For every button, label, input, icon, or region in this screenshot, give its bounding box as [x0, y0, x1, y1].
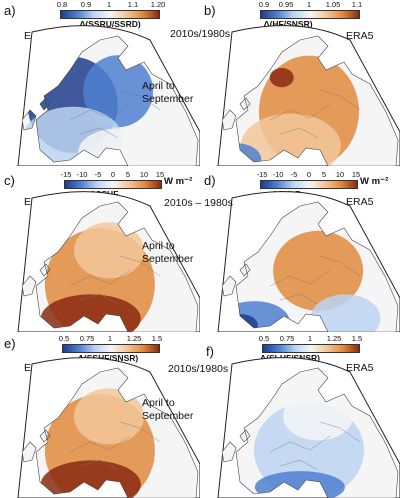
coastline	[21, 35, 199, 166]
coastline	[21, 201, 199, 332]
variable-title: Δ(SSRU/SSRD)	[79, 19, 141, 29]
source-label: ERA5	[346, 30, 374, 42]
country-borders	[69, 255, 161, 305]
coastline	[221, 35, 399, 166]
field-blob	[74, 222, 144, 279]
field-blob	[283, 392, 354, 441]
colorbar	[60, 10, 160, 19]
map-c	[17, 191, 200, 332]
panel-label: c)	[4, 173, 15, 188]
field-blob	[83, 55, 154, 128]
field-blob	[273, 230, 364, 311]
field-blob	[269, 68, 294, 88]
colorbar	[260, 180, 358, 189]
country-borders	[269, 421, 361, 471]
variable-title: Δ(SSHF/SNSR)	[77, 353, 139, 363]
country-borders	[269, 89, 361, 139]
coastline	[221, 367, 399, 498]
colorbar	[64, 180, 162, 189]
variable-title: Δ(HF/SNSR)	[263, 19, 313, 29]
period-note-middle: 2010s – 1980s	[164, 197, 233, 209]
unit-label: W m⁻²	[164, 176, 193, 187]
map-b	[217, 25, 400, 166]
colorbar	[260, 10, 360, 19]
season-note-bottom: April to September	[142, 397, 194, 422]
panel-b: b) 0.9 0.95 1 1.05 1.1 Δ(HF/SNSR) ERA5	[200, 0, 400, 166]
coastline	[21, 367, 199, 498]
field-blob	[310, 294, 381, 332]
source-label: ERA5	[346, 196, 374, 208]
map-e	[17, 357, 200, 498]
country-borders	[69, 89, 161, 139]
period-note-top: 2010s/1980s	[170, 28, 231, 40]
period-note-bottom: 2010s/1980s	[168, 363, 229, 375]
map-f	[217, 357, 400, 498]
panel-label: d)	[204, 173, 216, 188]
source-label: ERA5	[346, 362, 374, 374]
colorbar	[62, 344, 160, 353]
season-note-middle: April to September	[142, 240, 194, 265]
panel-label: a)	[4, 3, 16, 18]
panel-label: f)	[206, 344, 214, 359]
coastline	[221, 201, 399, 332]
panel-label: e)	[4, 336, 16, 351]
season-note-top: April to September	[142, 80, 194, 105]
colorbar	[262, 344, 360, 353]
panel-a: a) 0.80.911.11.20 Δ(SSRU/SSRD) ERA5	[0, 0, 200, 166]
map-d	[217, 191, 400, 332]
country-borders	[69, 421, 161, 471]
field-blob	[74, 388, 144, 445]
panel-label: b)	[204, 3, 216, 18]
map-a	[17, 25, 200, 166]
country-borders	[269, 255, 361, 305]
unit-label: W m⁻²	[360, 176, 389, 187]
